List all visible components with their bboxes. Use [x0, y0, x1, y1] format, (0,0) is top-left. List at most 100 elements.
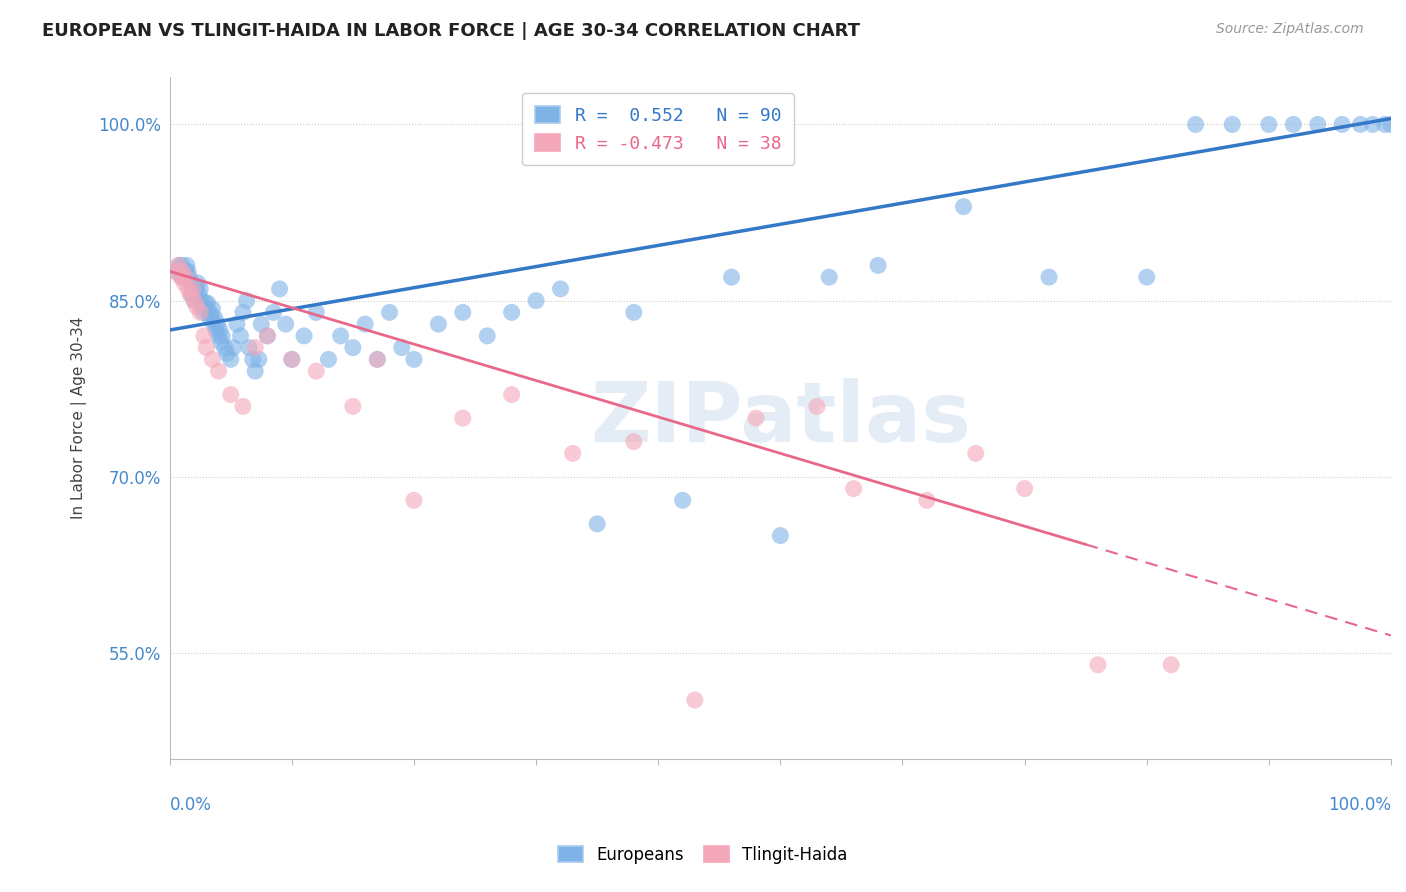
- Point: [170, 270, 193, 285]
- Point: [187, 276, 209, 290]
- Point: [170, 270, 193, 285]
- Point: [179, 270, 201, 285]
- Point: [184, 287, 207, 301]
- Point: [195, 301, 218, 316]
- Point: [586, 516, 609, 531]
- Y-axis label: In Labor Force | Age 30-34: In Labor Force | Age 30-34: [72, 317, 87, 519]
- Point: [1038, 270, 1060, 285]
- Point: [623, 305, 645, 319]
- Point: [193, 329, 215, 343]
- Point: [197, 305, 219, 319]
- Point: [180, 287, 202, 301]
- Point: [1160, 657, 1182, 672]
- Point: [173, 270, 195, 285]
- Point: [1331, 117, 1354, 131]
- Point: [1087, 657, 1109, 672]
- Point: [672, 493, 695, 508]
- Point: [174, 270, 197, 285]
- Point: [250, 317, 273, 331]
- Point: [209, 334, 232, 349]
- Point: [207, 317, 229, 331]
- Point: [318, 352, 340, 367]
- Point: [183, 293, 205, 308]
- Text: ZIPatlas: ZIPatlas: [591, 377, 970, 458]
- Point: [219, 387, 242, 401]
- Point: [211, 329, 233, 343]
- Point: [378, 305, 401, 319]
- Point: [198, 311, 221, 326]
- Point: [165, 264, 187, 278]
- Point: [242, 352, 264, 367]
- Point: [269, 282, 291, 296]
- Point: [193, 305, 215, 319]
- Legend: R =  0.552   N = 90, R = -0.473   N = 38: R = 0.552 N = 90, R = -0.473 N = 38: [523, 94, 794, 165]
- Text: Source: ZipAtlas.com: Source: ZipAtlas.com: [1216, 22, 1364, 37]
- Point: [170, 259, 193, 273]
- Point: [165, 264, 187, 278]
- Point: [683, 693, 706, 707]
- Point: [952, 200, 974, 214]
- Point: [183, 293, 205, 308]
- Point: [818, 270, 841, 285]
- Text: 0.0%: 0.0%: [170, 797, 211, 814]
- Point: [1374, 117, 1396, 131]
- Point: [402, 352, 425, 367]
- Point: [501, 305, 523, 319]
- Point: [1361, 117, 1384, 131]
- Point: [188, 305, 211, 319]
- Point: [201, 352, 224, 367]
- Point: [222, 341, 245, 355]
- Point: [366, 352, 388, 367]
- Point: [205, 323, 228, 337]
- Point: [181, 282, 204, 296]
- Point: [174, 264, 197, 278]
- Point: [965, 446, 987, 460]
- Point: [868, 259, 890, 273]
- Point: [191, 300, 214, 314]
- Point: [329, 329, 352, 343]
- Point: [169, 259, 191, 273]
- Point: [179, 276, 201, 290]
- Point: [197, 296, 219, 310]
- Point: [247, 352, 270, 367]
- Point: [305, 305, 328, 319]
- Point: [207, 364, 229, 378]
- Point: [181, 282, 204, 296]
- Point: [214, 341, 236, 355]
- Point: [342, 400, 364, 414]
- Point: [201, 301, 224, 316]
- Point: [1379, 117, 1402, 131]
- Point: [263, 305, 285, 319]
- Point: [232, 400, 254, 414]
- Point: [1282, 117, 1305, 131]
- Point: [235, 293, 257, 308]
- Point: [173, 276, 195, 290]
- Point: [217, 346, 239, 360]
- Point: [1220, 117, 1243, 131]
- Point: [1136, 270, 1159, 285]
- Point: [202, 317, 225, 331]
- Point: [1014, 482, 1036, 496]
- Point: [195, 341, 218, 355]
- Point: [200, 308, 222, 322]
- Point: [342, 341, 364, 355]
- Point: [232, 305, 254, 319]
- Point: [208, 323, 231, 337]
- Point: [477, 329, 499, 343]
- Point: [281, 352, 304, 367]
- Point: [305, 364, 328, 378]
- Text: 100.0%: 100.0%: [1329, 797, 1391, 814]
- Point: [190, 293, 212, 308]
- Point: [256, 329, 278, 343]
- Point: [561, 446, 583, 460]
- Point: [451, 305, 474, 319]
- Point: [256, 329, 278, 343]
- Point: [391, 341, 413, 355]
- Point: [769, 528, 792, 542]
- Text: EUROPEAN VS TLINGIT-HAIDA IN LABOR FORCE | AGE 30-34 CORRELATION CHART: EUROPEAN VS TLINGIT-HAIDA IN LABOR FORCE…: [42, 22, 860, 40]
- Point: [243, 364, 266, 378]
- Point: [170, 264, 193, 278]
- Point: [238, 341, 260, 355]
- Point: [194, 296, 217, 310]
- Point: [229, 329, 252, 343]
